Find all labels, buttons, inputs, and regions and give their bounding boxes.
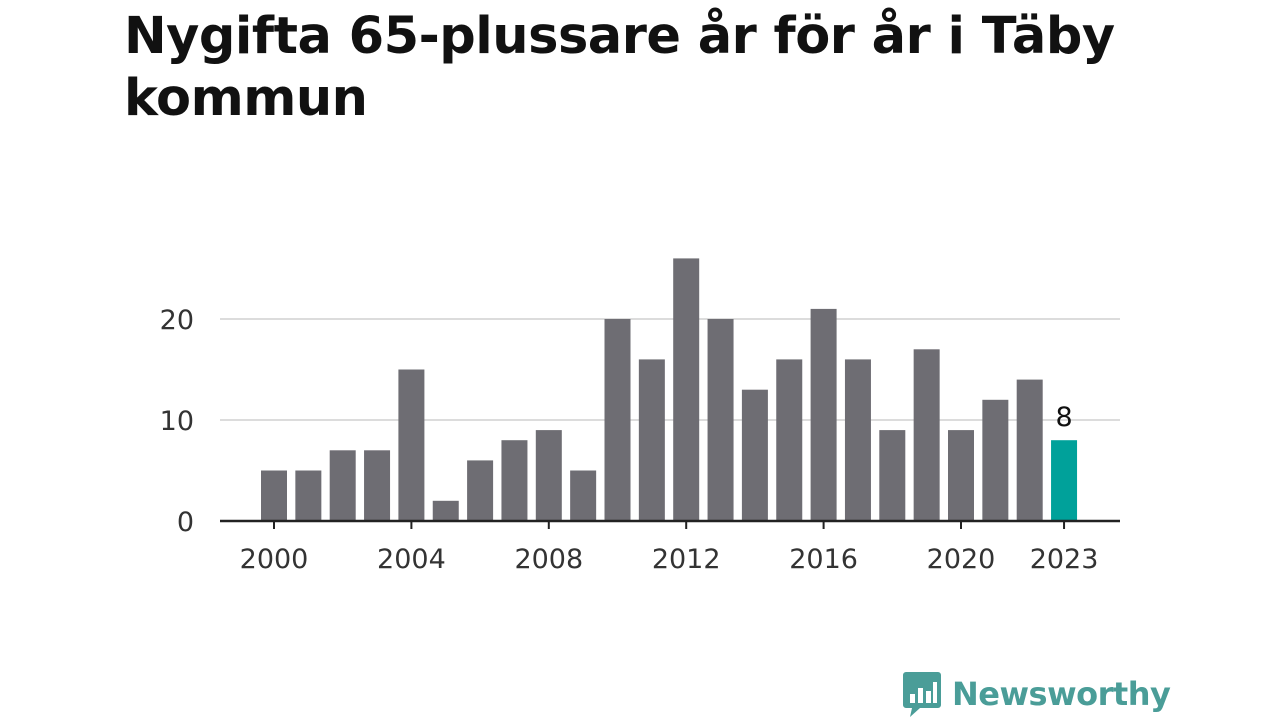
x-tick-label: 2012 [652,544,721,575]
bar-2006 [467,460,494,521]
bar-chart: 0 10 20 2000 2004 2008 2012 2016 2020 2023 8 [160,258,1120,575]
newsworthy-logo: Newsworthy [902,670,1171,718]
data-label: 8 [1055,402,1072,433]
bar-2001 [295,470,322,521]
bar-2012 [673,258,700,521]
bar-2021 [982,399,1009,521]
bar-2007 [501,440,528,521]
bar-2013 [707,319,734,521]
y-tick-label: 20 [160,305,194,336]
bar-2019 [913,349,940,521]
bar-2000 [261,470,287,521]
x-tick-label: 2000 [240,544,309,575]
bar-2011 [638,359,665,521]
bar-2014 [741,389,768,521]
bar-2008 [535,430,562,521]
bar-2010 [604,319,631,521]
bar-2009 [570,470,597,521]
bar-2016 [810,308,837,521]
bar-2005 [432,500,459,521]
bar-chart-speech-bubble-icon [903,672,941,717]
x-tick-label: 2008 [514,544,583,575]
y-tick-label: 0 [177,507,194,538]
bar-2004 [398,369,425,521]
bar-2020 [948,430,974,521]
x-tick-label: 2004 [377,544,446,575]
y-tick-label: 10 [160,406,194,437]
bar-2002 [329,450,356,521]
chart-title: Nygifta 65-plussare år för år i Täby kom… [124,7,1115,128]
bar-2018 [879,430,906,521]
bar-2015 [776,359,803,521]
x-tick-label: 2016 [789,544,858,575]
brand-name: Newsworthy [952,675,1171,713]
x-tick-label: 2023 [1030,544,1099,575]
bar-2003 [364,450,391,521]
bar-2022 [1016,379,1043,521]
x-tick-label: 2020 [927,544,996,575]
bar-2023 [1051,440,1078,521]
bar-2017 [844,359,871,521]
